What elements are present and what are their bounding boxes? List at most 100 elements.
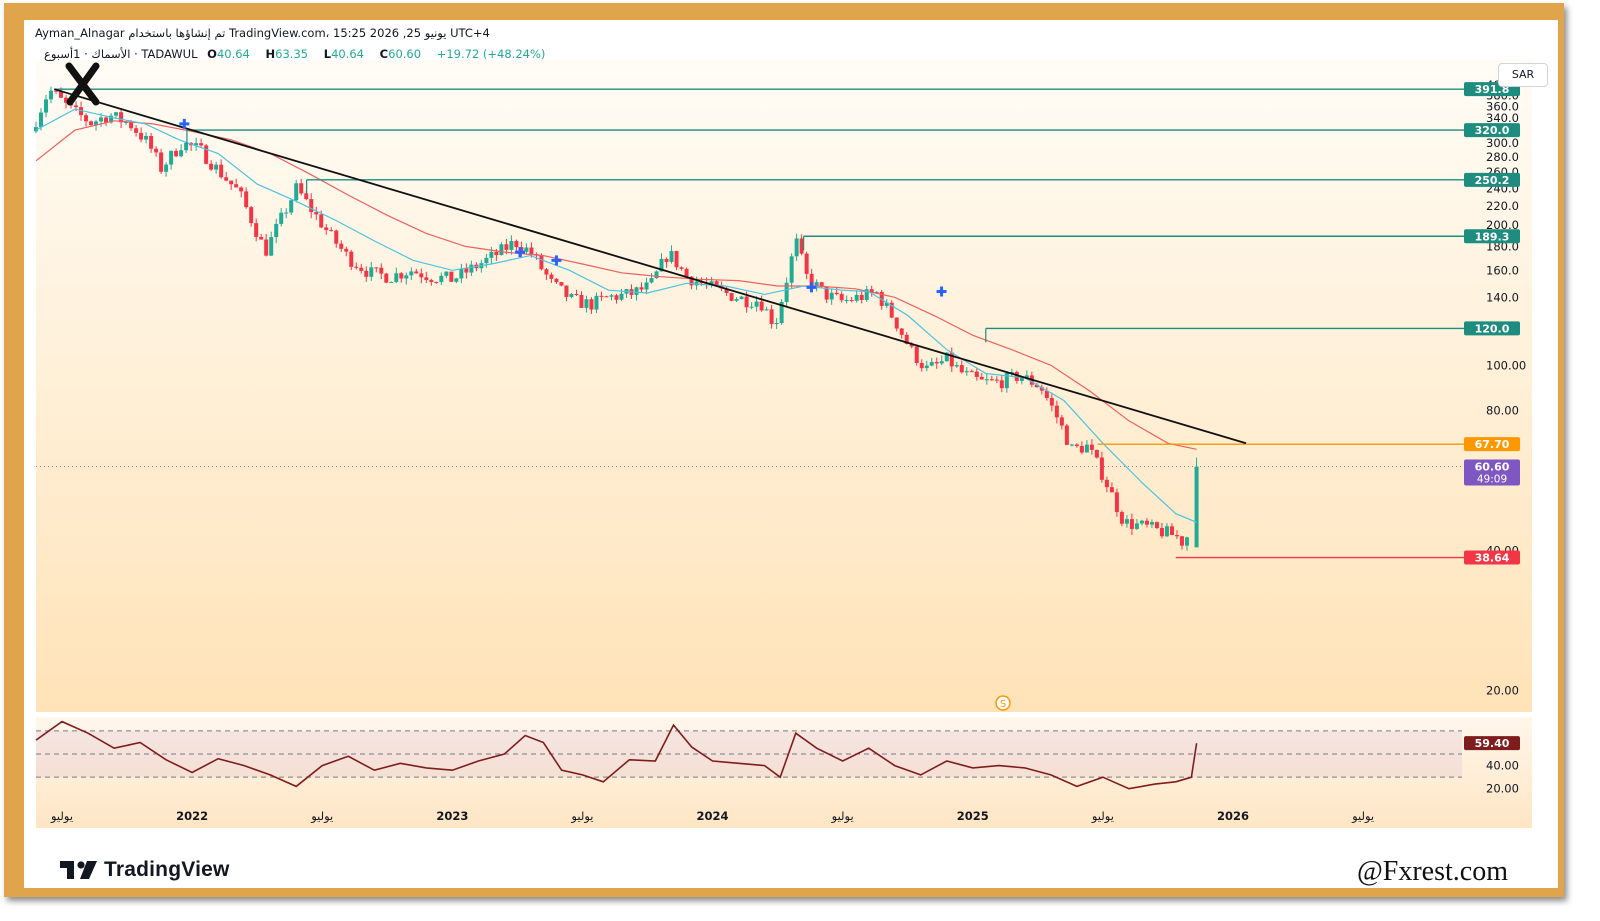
candle-body [304, 193, 309, 200]
candle-body [934, 362, 939, 364]
signal-marker-icon [551, 255, 562, 266]
candle-body [919, 362, 924, 369]
candle-body [59, 91, 64, 98]
candle-body [299, 183, 304, 194]
candle-body [574, 293, 579, 295]
candle-body [689, 276, 694, 286]
candle-body [594, 295, 599, 310]
candle-body [834, 292, 839, 295]
candle-body [614, 295, 619, 300]
x-tick-label: يوليو [831, 809, 854, 824]
candle-body [914, 346, 919, 363]
candle-body [969, 371, 974, 373]
candle-body [529, 247, 534, 255]
candle-body [369, 267, 374, 277]
candle-body [439, 275, 444, 282]
candle-body [1149, 522, 1154, 525]
candle-body [854, 294, 859, 301]
candle-body [379, 267, 384, 274]
candle-body [149, 135, 154, 149]
candle-body [654, 271, 659, 279]
candle-body [44, 99, 49, 113]
tradingview-logo-icon [60, 861, 97, 879]
candle-body [554, 278, 559, 283]
candle-body [119, 112, 124, 123]
candle-body [1009, 372, 1014, 374]
x-tick-label: 2024 [697, 809, 729, 823]
rsi-value-label: 59.40 [1475, 737, 1510, 750]
level-label: 67.70 [1475, 438, 1510, 451]
candle-body [459, 268, 464, 279]
candle-body [1174, 535, 1179, 537]
candle-body [869, 289, 874, 293]
ema-slow-line [35, 120, 1197, 450]
candle-body [1034, 384, 1039, 388]
candle-body [809, 273, 814, 287]
candle-body [174, 150, 179, 157]
currency-badge[interactable]: SAR [1498, 63, 1548, 87]
candle-body [819, 282, 824, 287]
candle-body [274, 223, 279, 238]
candle-body [1024, 375, 1029, 378]
downtrend-line [53, 88, 1247, 445]
last-candle-body [1194, 466, 1199, 548]
level-label-bg [1464, 321, 1520, 336]
candle-body [924, 365, 929, 369]
candle-body [164, 164, 169, 172]
candle-body [544, 269, 549, 275]
candle-body [1069, 444, 1074, 446]
watermark: @Fxrest.com [1357, 856, 1508, 887]
candle-body [564, 285, 569, 297]
candle-body [79, 107, 84, 116]
candle-body [799, 238, 804, 254]
candle-body [664, 258, 669, 262]
level-label: 250.2 [1475, 174, 1510, 187]
candle-body [1004, 373, 1009, 389]
candle-body [429, 279, 434, 282]
candle-body [1064, 425, 1069, 445]
candle-body [319, 214, 324, 228]
level-label: 120.0 [1475, 322, 1510, 335]
candle-body [419, 273, 424, 278]
high-value: H63.35 [265, 47, 309, 61]
candle-body [279, 212, 284, 224]
candle-body [964, 371, 969, 373]
candle-body [269, 237, 274, 256]
x-tick-label: يوليو [1091, 809, 1114, 824]
candle-body [499, 244, 504, 256]
candle-body [1109, 487, 1114, 493]
candle-body [309, 199, 314, 213]
candle-body [1119, 512, 1124, 524]
candle-body [929, 362, 934, 366]
candle-body [49, 90, 54, 100]
symbol-info: الأسماك · 1أسبوع · TADAWUL [44, 47, 198, 61]
candle-body [204, 145, 209, 164]
candle-body [599, 295, 604, 297]
rsi-value-bg [1464, 736, 1520, 751]
candle-body [139, 132, 144, 140]
rsi-line [35, 720, 1198, 790]
x-tick-label: يوليو [310, 809, 333, 824]
candle-body [759, 301, 764, 311]
candle-body [354, 266, 359, 268]
candle-body [1054, 405, 1059, 418]
candle-body [749, 306, 754, 308]
candle-body [844, 300, 849, 302]
candle-body [339, 243, 344, 249]
candle-body [609, 295, 614, 297]
candle-body [179, 150, 184, 157]
x-tick-label: 2023 [436, 809, 468, 823]
y-tick-label: 220.0 [1486, 199, 1519, 213]
tradingview-logo: TradingView [60, 858, 230, 882]
candle-body [89, 121, 94, 125]
candle-body [589, 299, 594, 310]
candle-body [284, 212, 289, 214]
candle-body [129, 122, 134, 129]
price-chart[interactable]: 400.0380.0360.0340.0320.0300.0280.0260.0… [24, 20, 1558, 888]
y-tick-label: 340.0 [1486, 111, 1519, 125]
candle-body [949, 352, 954, 367]
candle-body [99, 117, 104, 122]
candle-body [1139, 520, 1144, 524]
x-tick-label: يوليو [1351, 809, 1374, 824]
rsi-tick-label: 20.00 [1486, 782, 1519, 796]
